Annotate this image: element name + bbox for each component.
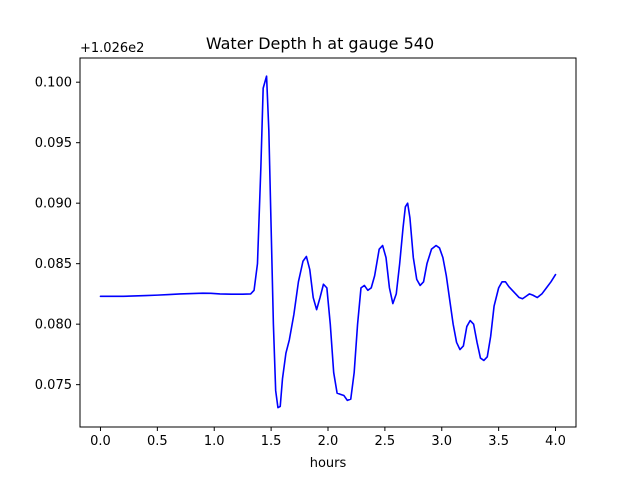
x-tick-label: 0.5 [147,434,168,449]
x-axis-label: hours [310,456,347,471]
x-tick-label: 4.0 [545,434,566,449]
series-layer [99,75,557,409]
y-tick-label: 0.075 [35,378,72,393]
plot-frame [79,57,577,428]
x-tick-label: 2.0 [318,434,339,449]
x-axis-ticks: 0.0 0.5 1.0 1.5 2.0 2.5 3.0 3.5 4.0 [90,427,566,449]
chart-title: Water Depth h at gauge 540 [206,34,434,53]
y-tick-label: 0.095 [35,136,72,151]
y-tick-label: 0.085 [35,257,72,272]
y-offset-label: +1.026e2 [80,41,144,56]
x-tick-label: 2.5 [375,434,396,449]
x-tick-label: 0.0 [90,434,111,449]
y-tick-label: 0.100 [35,76,72,91]
y-tick-label: 0.090 [35,197,72,212]
x-tick-label: 1.0 [204,434,225,449]
x-tick-label: 3.0 [431,434,452,449]
y-tick-label: 0.080 [35,318,72,333]
x-tick-label: 1.5 [261,434,282,449]
x-tick-label: 3.5 [488,434,509,449]
y-axis-ticks: 0.075 0.080 0.085 0.090 0.095 0.100 [35,76,80,393]
series-line-0 [99,75,557,409]
